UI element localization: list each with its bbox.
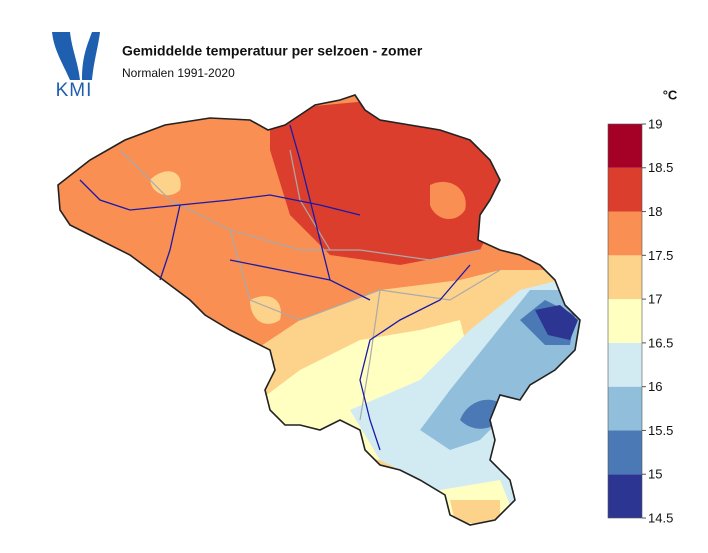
legend-tick-label: 19 (648, 116, 662, 131)
legend: 14.5 15 15.5 16 16.5 17 17.5 18 18.5 19 (607, 116, 673, 525)
legend-swatch (608, 430, 642, 475)
legend-swatch (608, 474, 642, 518)
zone (270, 100, 510, 265)
rivers (79, 124, 471, 451)
logo-text: KMI (56, 80, 93, 101)
legend-swatch (608, 386, 642, 431)
legend-tick-label: 16 (648, 379, 662, 394)
legend-swatch (608, 211, 642, 256)
legend-swatch (608, 255, 642, 300)
legend-tick-label: 17 (648, 292, 662, 307)
zone (150, 171, 281, 324)
zone (460, 300, 575, 429)
legend-tick-label: 18.5 (648, 160, 673, 175)
legend-unit: °C (663, 87, 678, 102)
logo: KMI (52, 32, 100, 101)
legend-tick-label: 17.5 (648, 248, 673, 263)
legend-swatch (608, 167, 642, 212)
legend-frame (607, 123, 643, 519)
zone (430, 181, 466, 220)
zone (450, 500, 500, 525)
title: Gemiddelde temperatuur per selzoen - zom… (122, 43, 423, 59)
legend-swatch (608, 342, 642, 387)
subtitle: Normalen 1991-2020 (122, 66, 235, 80)
legend-swatch (608, 299, 642, 343)
legend-tick-label: 15 (648, 467, 662, 482)
legend-tick-label: 18 (648, 204, 662, 219)
legend-tick-label: 15.5 (648, 423, 673, 438)
legend-tick-label: 16.5 (648, 335, 673, 350)
legend-tick-label: 14.5 (648, 510, 673, 525)
legend-swatch (608, 124, 642, 168)
zone (535, 305, 578, 340)
borders (119, 149, 501, 421)
